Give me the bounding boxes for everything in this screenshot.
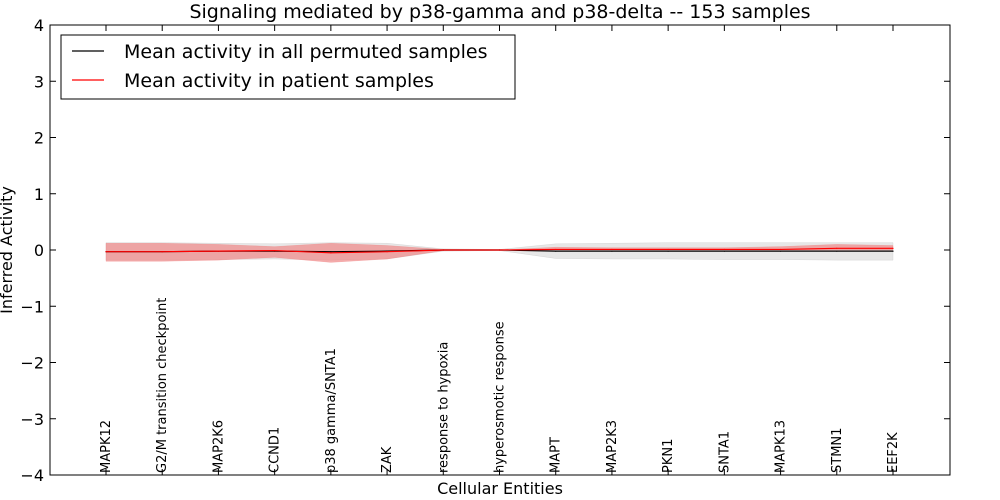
y-tick-label: 0: [34, 241, 44, 260]
point-permuted: [611, 250, 613, 252]
y-tick-label: 3: [34, 72, 44, 91]
point-patient: [723, 248, 725, 251]
x-category-label: MAP2K6: [211, 420, 226, 473]
x-axis-label: Cellular Entities: [437, 479, 563, 498]
chart-title: Signaling mediated by p38-gamma and p38-…: [189, 1, 810, 23]
point-permuted: [836, 250, 838, 252]
point-permuted: [779, 250, 782, 252]
point-patient: [274, 249, 276, 252]
legend-box: [60, 34, 516, 100]
x-category-label: ZAK: [380, 446, 395, 473]
point-permuted: [555, 250, 557, 252]
point-patient: [217, 250, 220, 252]
series-lines: [105, 247, 894, 254]
x-category-label: EEF2K: [886, 432, 901, 473]
x-category-label: PKN1: [661, 439, 676, 473]
point-permuted: [667, 250, 669, 252]
y-tick-label: −1: [20, 297, 44, 316]
point-patient: [442, 249, 444, 251]
y-tick-label: −2: [20, 354, 44, 373]
legend-label-patient: Mean activity in patient samples: [124, 70, 434, 92]
point-patient: [330, 252, 332, 254]
x-category-label: p38 gamma/SNTA1: [324, 348, 339, 473]
point-patient: [779, 248, 782, 251]
y-axis-ticks: −4 −3 −2 −1 0 1 2 3 4: [20, 16, 950, 485]
x-category-label: hyperosmotic response: [493, 321, 508, 473]
point-patient: [386, 251, 388, 253]
y-tick-label: 4: [34, 16, 44, 35]
legend-label-permuted: Mean activity in all permuted samples: [124, 41, 487, 63]
x-category-label: CCND1: [268, 427, 283, 473]
point-patient: [667, 248, 669, 251]
point-patient: [161, 251, 163, 253]
y-tick-label: 2: [34, 129, 44, 148]
x-category-label: MAPT: [549, 437, 564, 473]
band-patient: [105, 242, 894, 263]
x-category-label: STMN1: [830, 428, 845, 473]
y-tick-label: −4: [20, 466, 44, 485]
x-category-label: response to hypoxia: [436, 342, 451, 473]
x-category-label: MAP2K3: [605, 420, 620, 473]
point-permuted: [330, 251, 332, 253]
point-patient: [611, 248, 613, 251]
x-axis-category-labels: MAPK12 G2/M transition checkpoint MAP2K6 CC…: [99, 25, 901, 475]
point-permuted: [723, 250, 725, 252]
x-category-label: MAPK13: [774, 420, 789, 473]
x-category-label: SNTA1: [717, 431, 732, 473]
point-patient: [892, 247, 894, 249]
x-category-label: G2/M transition checkpoint: [155, 298, 170, 473]
point-patient: [105, 251, 107, 253]
y-tick-label: 1: [34, 185, 44, 204]
legend: Mean activity in all permuted samples Me…: [60, 34, 516, 100]
y-tick-label: −3: [20, 410, 44, 429]
point-patient: [555, 248, 557, 251]
point-patient: [498, 249, 501, 251]
y-axis-label: Inferred Activity: [0, 186, 16, 314]
point-permuted: [892, 250, 894, 252]
x-category-label: MAPK12: [99, 420, 114, 473]
point-patient: [836, 247, 838, 249]
confidence-bands: [105, 242, 894, 263]
